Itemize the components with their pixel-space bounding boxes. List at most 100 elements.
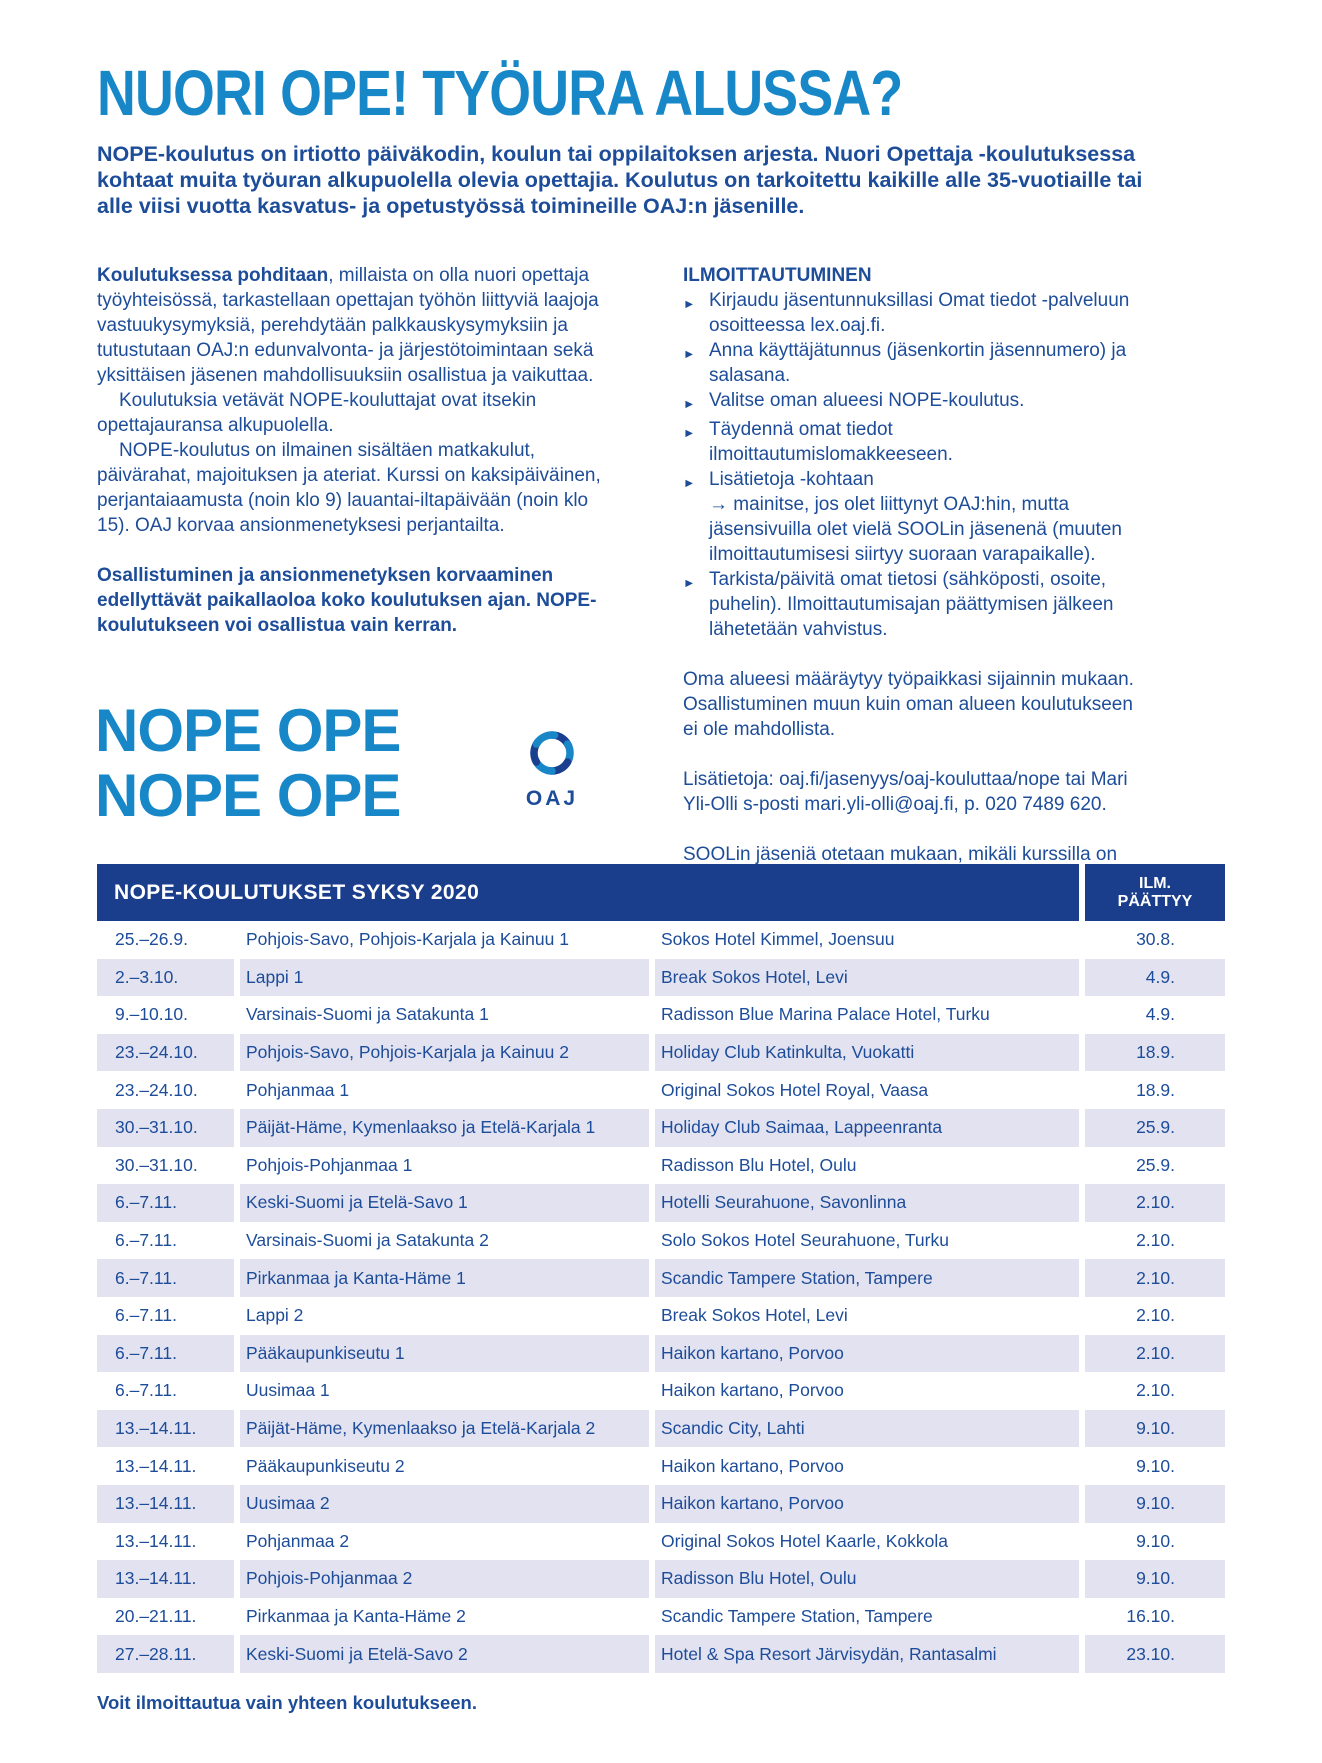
- course-dates: 6.–7.11.: [97, 1259, 234, 1297]
- course-dates: 6.–7.11.: [97, 1334, 234, 1373]
- bullet-item: ► Tarkista/päivitä omat tietosi (sähköpo…: [683, 567, 1141, 642]
- nope-ope-line1: NOPE OPE: [95, 697, 401, 764]
- oaj-swirl-icon: [530, 731, 574, 775]
- table-row: 13.–14.11. Uusimaa 2 Haikon kartano, Por…: [97, 1484, 1225, 1523]
- course-region: Päijät-Häme, Kymenlaakso ja Etelä-Karjal…: [240, 1108, 649, 1147]
- course-deadline: 23.10.: [1085, 1635, 1225, 1673]
- course-venue: Haikon kartano, Porvoo: [661, 1380, 844, 1401]
- table-row: 30.–31.10. Päijät-Häme, Kymenlaakso ja E…: [97, 1108, 1225, 1147]
- table-title: NOPE-KOULUTUKSET SYKSY 2020: [97, 864, 1079, 921]
- course-venue: Sokos Hotel Kimmel, Joensuu: [661, 929, 895, 950]
- course-region: Pohjois-Savo, Pohjois-Karjala ja Kainuu …: [246, 929, 569, 950]
- course-region: Uusimaa 2: [240, 1484, 649, 1523]
- course-dates: 9.–10.10.: [115, 1004, 188, 1025]
- paragraph-kouluttajat: Koulutuksia vetävät NOPE-kouluttajat ova…: [97, 390, 537, 436]
- course-deadline: 2.10.: [1136, 1305, 1175, 1326]
- course-dates: 6.–7.11.: [115, 1230, 177, 1251]
- course-deadline: 9.10.: [1136, 1455, 1175, 1476]
- right-column: ILMOITTAUTUMINEN ► Kirjaudu jäsentunnuks…: [683, 263, 1141, 892]
- course-venue: Radisson Blu Hotel, Oulu: [661, 1154, 857, 1175]
- bullet-item: ► Kirjaudu jäsentunnuksillasi Omat tiedo…: [683, 288, 1141, 338]
- oaj-logo-text: OAJ: [525, 787, 579, 810]
- bullet-body: Valitse oman alueesi NOPE-koulutus.: [709, 388, 1141, 417]
- course-deadline: 9.10.: [1085, 1409, 1225, 1448]
- paragraph-ilmainen: NOPE-koulutus on ilmainen sisältäen matk…: [97, 440, 601, 536]
- course-dates: 27.–28.11.: [97, 1635, 234, 1673]
- course-table: NOPE-KOULUTUKSET SYKSY 2020 ILM. PÄÄTTYY…: [97, 864, 1225, 1673]
- course-dates: 6.–7.11.: [97, 1184, 234, 1222]
- table-row: 20.–21.11. Pirkanmaa ja Kanta-Häme 2 Sca…: [97, 1598, 1225, 1636]
- course-venue: Haikon kartano, Porvoo: [655, 1334, 1079, 1373]
- bullet-body: Kirjaudu jäsentunnuksillasi Omat tiedot …: [709, 288, 1141, 338]
- nope-ope-wordmark: NOPE OPE NOPE OPE: [95, 697, 401, 828]
- course-deadline: 9.10.: [1136, 1530, 1175, 1551]
- course-deadline: 16.10.: [1126, 1605, 1175, 1626]
- table-row: 6.–7.11. Uusimaa 1 Haikon kartano, Porvo…: [97, 1372, 1225, 1410]
- deadline-header-line1: ILM.: [1139, 874, 1171, 892]
- bullet-text: Lisätietoja -kohtaan: [709, 469, 874, 490]
- course-region: Keski-Suomi ja Etelä-Savo 1: [240, 1184, 649, 1222]
- course-venue: Radisson Blue Marina Palace Hotel, Turku: [661, 1004, 990, 1025]
- bullet-body: Täydennä omat tiedot ilmoittautumislomak…: [709, 417, 1141, 467]
- table-row: 6.–7.11. Lappi 2 Break Sokos Hotel, Levi…: [97, 1297, 1225, 1335]
- course-deadline: 18.9.: [1085, 1033, 1225, 1072]
- course-dates: 23.–24.10.: [115, 1079, 198, 1100]
- bullet-item: ► Anna käyttäjätunnus (jäsenkortin jäsen…: [683, 338, 1141, 388]
- course-region: Pohjanmaa 2: [246, 1530, 350, 1551]
- table-row: 25.–26.9. Pohjois-Savo, Pohjois-Karjala …: [97, 921, 1225, 959]
- bullet-text: Valitse oman alueesi NOPE-koulutus.: [709, 390, 1025, 411]
- course-dates: 13.–14.11.: [97, 1560, 234, 1598]
- course-region: Pohjois-Savo, Pohjois-Karjala ja Kainuu …: [240, 1033, 649, 1072]
- course-dates: 2.–3.10.: [97, 958, 234, 997]
- course-venue: Original Sokos Hotel Kaarle, Kokkola: [661, 1530, 948, 1551]
- bullet-arrow-icon: ►: [683, 347, 696, 361]
- course-region: Pohjois-Pohjanmaa 2: [240, 1560, 649, 1598]
- course-dates: 30.–31.10.: [115, 1154, 198, 1175]
- course-venue: Scandic Tampere Station, Tampere: [661, 1605, 933, 1626]
- bullet-body: Tarkista/päivitä omat tietosi (sähköpost…: [709, 567, 1141, 642]
- bullet-arrow-icon: ►: [683, 297, 696, 311]
- bullet-arrow-icon: ►: [683, 476, 696, 490]
- table-row: 13.–14.11. Päijät-Häme, Kymenlaakso ja E…: [97, 1409, 1225, 1448]
- course-dates: 25.–26.9.: [115, 929, 188, 950]
- table-row: 13.–14.11. Pääkaupunkiseutu 2 Haikon kar…: [97, 1447, 1225, 1485]
- course-region: Uusimaa 1: [246, 1380, 330, 1401]
- course-deadline: 9.10.: [1085, 1484, 1225, 1523]
- paragraph-contact: Lisätietoja: oaj.fi/jasenyys/oaj-koulutt…: [683, 769, 1128, 815]
- course-venue: Solo Sokos Hotel Seurahuone, Turku: [661, 1230, 949, 1251]
- deadline-header-line2: PÄÄTTYY: [1117, 892, 1193, 910]
- course-venue: Holiday Club Katinkulta, Vuokatti: [655, 1033, 1079, 1072]
- bullet-item: ► Valitse oman alueesi NOPE-koulutus.: [683, 388, 1141, 417]
- bullet-body: Anna käyttäjätunnus (jäsenkortin jäsennu…: [709, 338, 1141, 388]
- table-row: 23.–24.10. Pohjanmaa 1 Original Sokos Ho…: [97, 1071, 1225, 1109]
- table-row: 27.–28.11. Keski-Suomi ja Etelä-Savo 2 H…: [97, 1635, 1225, 1673]
- course-deadline: 2.10.: [1085, 1259, 1225, 1297]
- paragraph-osallistuminen: Osallistuminen ja ansionmenetyksen korva…: [97, 565, 597, 636]
- course-region: Päijät-Häme, Kymenlaakso ja Etelä-Karjal…: [240, 1409, 649, 1448]
- course-venue: Break Sokos Hotel, Levi: [661, 1305, 848, 1326]
- course-dates: 6.–7.11.: [115, 1305, 177, 1326]
- bullet-body: Lisätietoja -kohtaan → mainitse, jos ole…: [709, 467, 1141, 567]
- course-deadline: 25.9.: [1085, 1108, 1225, 1147]
- left-column: Koulutuksessa pohditaan, millaista on ol…: [97, 263, 621, 638]
- bullet-arrow-icon: ►: [683, 576, 696, 590]
- bullet-subtext: → mainitse, jos olet liittynyt OAJ:hin, …: [709, 494, 1122, 565]
- course-region: Lappi 1: [240, 958, 649, 997]
- course-dates: 13.–14.11.: [97, 1409, 234, 1448]
- course-dates: 13.–14.11.: [115, 1455, 197, 1476]
- course-table-body: 25.–26.9. Pohjois-Savo, Pohjois-Karjala …: [97, 921, 1225, 1673]
- course-deadline: 2.10.: [1136, 1230, 1175, 1251]
- page-title: NUORI OPE! TYÖURA ALUSSA?: [97, 57, 903, 129]
- registration-heading: ILMOITTAUTUMINEN: [683, 265, 872, 286]
- table-row: 13.–14.11. Pohjanmaa 2 Original Sokos Ho…: [97, 1523, 1225, 1561]
- course-venue: Hotelli Seurahuone, Savonlinna: [655, 1184, 1079, 1222]
- course-dates: 13.–14.11.: [115, 1530, 197, 1551]
- course-region: Keski-Suomi ja Etelä-Savo 2: [240, 1635, 649, 1673]
- paragraph-oma-alue: Oma alueesi määräytyy työpaikkasi sijain…: [683, 669, 1134, 740]
- course-region: Pirkanmaa ja Kanta-Häme 2: [246, 1605, 466, 1626]
- course-deadline: 2.10.: [1085, 1334, 1225, 1373]
- course-venue: Break Sokos Hotel, Levi: [655, 958, 1079, 997]
- intro-paragraph: NOPE-koulutus on irtiotto päiväkodin, ko…: [97, 142, 1143, 218]
- course-venue: Haikon kartano, Porvoo: [655, 1484, 1079, 1523]
- bullet-text: Anna käyttäjätunnus (jäsenkortin jäsennu…: [709, 340, 1127, 386]
